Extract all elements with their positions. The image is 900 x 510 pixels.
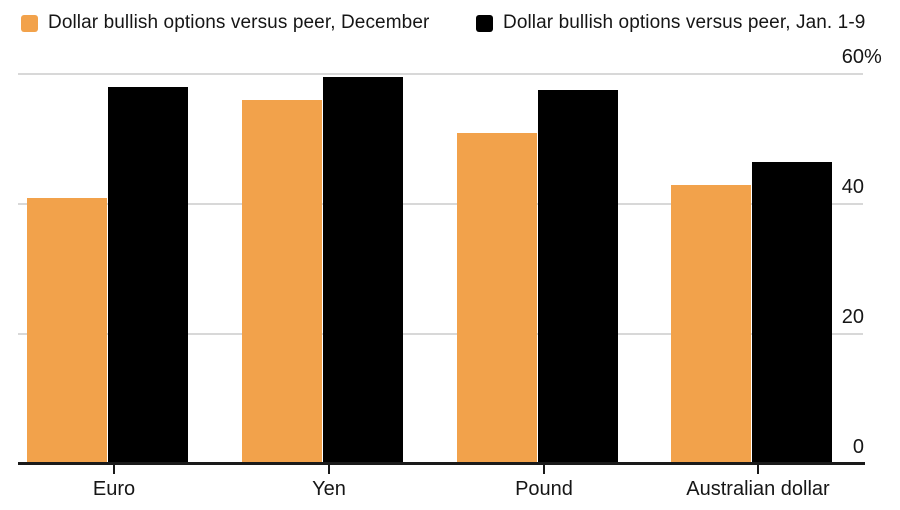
gridline-60 (18, 73, 863, 75)
y-tick-label-20: 20 (842, 305, 864, 329)
y-tick-number: 40 (841, 176, 864, 198)
legend-swatch-jan-1-9-icon (476, 14, 493, 32)
bar-australian-dollar-december (671, 184, 752, 464)
gridline-20 (18, 333, 863, 335)
legend-swatch-december-icon (21, 14, 38, 32)
x-category-label-australian-dollar: Australian dollar (686, 478, 830, 500)
x-tick-pound (543, 465, 545, 474)
legend-item-jan-1-9: Dollar bullish options versus peer, Jan.… (476, 12, 866, 33)
y-tick-label-40: 40 (842, 175, 864, 199)
bar-yen-jan-1-9 (322, 77, 403, 464)
bar-yen-december (241, 100, 322, 464)
y-tick-number: 20 (841, 306, 864, 328)
x-tick-australian-dollar (757, 465, 759, 474)
y-tick-label-0: 0 (853, 435, 864, 459)
y-tick-number: 60 (841, 46, 864, 68)
bar-euro-jan-1-9 (108, 87, 188, 464)
x-category-label-pound: Pound (515, 478, 573, 500)
bar-pound-jan-1-9 (537, 90, 618, 464)
bar-pound-december (456, 132, 537, 464)
bar-euro-december (27, 197, 107, 464)
y-axis-unit-label: % (864, 46, 882, 68)
y-tick-number: 0 (852, 436, 864, 458)
x-tick-yen (328, 465, 330, 474)
legend-item-december: Dollar bullish options versus peer, Dece… (21, 12, 430, 33)
x-category-label-euro: Euro (92, 478, 136, 500)
legend-label-jan-1-9: Dollar bullish options versus peer, Jan.… (503, 12, 866, 33)
gridline-40 (18, 203, 863, 205)
legend-label-december: Dollar bullish options versus peer, Dece… (48, 12, 430, 33)
x-category-label-yen: Yen (312, 478, 346, 500)
bar-australian-dollar-jan-1-9 (752, 161, 833, 464)
y-tick-label-60: 60% (841, 45, 882, 69)
x-axis-line (18, 462, 865, 465)
x-tick-euro (113, 465, 115, 474)
